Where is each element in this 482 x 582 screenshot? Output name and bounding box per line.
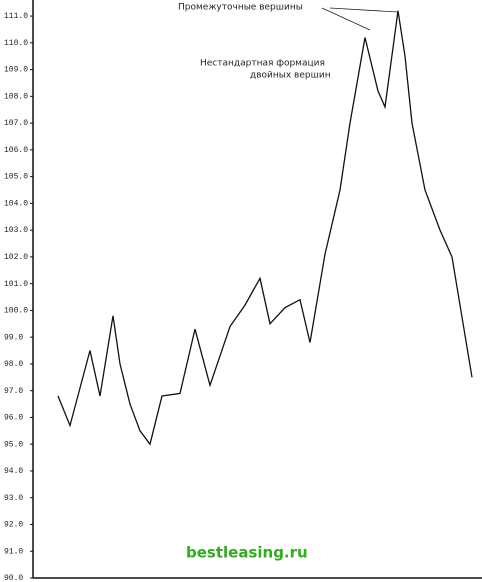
annotation: двойных вершин [250, 71, 331, 81]
pointer [321, 7, 371, 31]
y-tick-label: 109.0 [4, 66, 28, 75]
y-tick-label: 91.0 [4, 547, 23, 556]
price-line [57, 10, 473, 446]
y-tick-label: 105.0 [4, 173, 28, 182]
y-tick-label: 96.0 [4, 414, 23, 423]
y-tick-label: 111.0 [4, 12, 28, 21]
y-tick-label: 100.0 [4, 307, 28, 316]
y-tick-label: 98.0 [4, 360, 23, 369]
y-tick-label: 110.0 [4, 39, 28, 48]
y-tick-label: 107.0 [4, 119, 28, 128]
y-tick-label: 92.0 [4, 521, 23, 530]
y-tick-label: 101.0 [4, 280, 28, 289]
y-tick-label: 93.0 [4, 494, 23, 503]
y-tick-label: 108.0 [4, 92, 28, 101]
y-tick-label: 90.0 [4, 574, 23, 582]
annotation: Нестандартная формация [200, 59, 325, 69]
y-tick-label: 97.0 [4, 387, 23, 396]
y-tick-label: 106.0 [4, 146, 28, 155]
y-tick-label: 104.0 [4, 199, 28, 208]
annotation: Промежуточные вершины [178, 3, 303, 13]
y-tick-label: 103.0 [4, 226, 28, 235]
y-tick-label: 102.0 [4, 253, 28, 262]
pointer [329, 7, 399, 13]
y-tick-label: 95.0 [4, 440, 23, 449]
y-tick-label: 99.0 [4, 333, 23, 342]
watermark: bestleasing.ru [186, 544, 308, 562]
y-tick-label: 94.0 [4, 467, 23, 476]
